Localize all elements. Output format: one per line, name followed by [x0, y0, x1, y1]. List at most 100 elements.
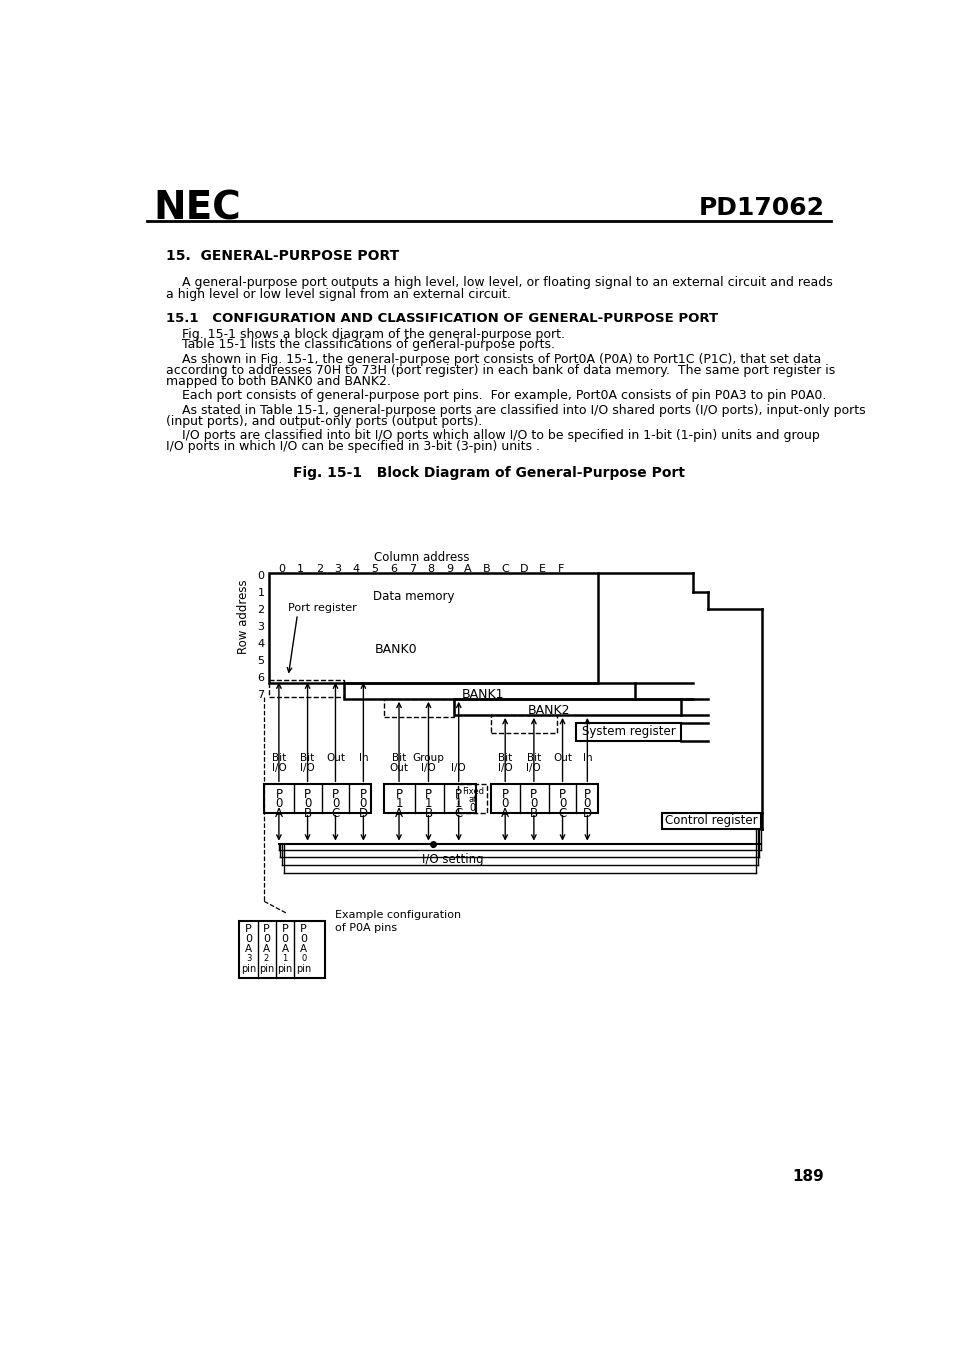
Text: Column address: Column address: [374, 551, 469, 563]
Text: Bit: Bit: [392, 753, 406, 763]
Text: 5: 5: [371, 565, 378, 574]
Text: 0: 0: [359, 797, 367, 811]
Bar: [491, 785, 598, 813]
Text: Data memory: Data memory: [373, 590, 454, 604]
Text: Table 15-1 lists the classifications of general-purpose ports.: Table 15-1 lists the classifications of …: [166, 339, 554, 351]
Text: 0: 0: [332, 797, 339, 811]
Bar: [239, 920, 324, 978]
Text: 0: 0: [257, 571, 264, 581]
Text: A: A: [500, 807, 509, 820]
Text: Row address: Row address: [236, 580, 250, 654]
Text: P: P: [424, 788, 432, 801]
Text: A: A: [464, 565, 472, 574]
Text: E: E: [538, 565, 545, 574]
Text: I/O ports are classified into bit I/O ports which allow I/O to be specified in 1: I/O ports are classified into bit I/O po…: [166, 430, 819, 442]
Text: P: P: [530, 788, 537, 801]
Text: As shown in Fig. 15-1, the general-purpose port consists of Port0A (P0A) to Port: As shown in Fig. 15-1, the general-purpo…: [166, 353, 821, 366]
Text: Each port consists of general-purpose port pins.  For example, Port0A consists o: Each port consists of general-purpose po…: [166, 389, 825, 403]
Text: 9: 9: [445, 565, 453, 574]
Text: I/O: I/O: [451, 763, 466, 773]
Text: of P0A pins: of P0A pins: [335, 923, 396, 934]
Bar: [491, 715, 557, 732]
Text: 6: 6: [257, 673, 264, 684]
Text: 0: 0: [300, 934, 307, 943]
Text: 4: 4: [353, 565, 359, 574]
Text: I/O: I/O: [497, 763, 512, 773]
Text: 0: 0: [301, 954, 306, 963]
Text: A: A: [395, 807, 402, 820]
Bar: [269, 573, 598, 682]
Text: P: P: [501, 788, 508, 801]
Text: Example configuration: Example configuration: [335, 909, 460, 920]
Text: F: F: [558, 565, 563, 574]
Text: BANK0: BANK0: [375, 643, 417, 657]
Bar: [457, 785, 487, 813]
Text: B: B: [424, 807, 432, 820]
Text: 0: 0: [278, 565, 285, 574]
Text: 0: 0: [558, 797, 566, 811]
Text: C: C: [500, 565, 509, 574]
Text: D: D: [519, 565, 528, 574]
Text: P: P: [359, 788, 367, 801]
Text: Out: Out: [553, 753, 572, 763]
Text: mapped to both BANK0 and BANK2.: mapped to both BANK0 and BANK2.: [166, 374, 390, 388]
Text: P: P: [332, 788, 338, 801]
Text: at: at: [468, 794, 476, 804]
Bar: [661, 813, 760, 830]
Text: In: In: [582, 753, 592, 763]
Text: Bit: Bit: [526, 753, 540, 763]
Bar: [384, 698, 454, 716]
Text: B: B: [529, 807, 537, 820]
Text: 1: 1: [424, 797, 432, 811]
Bar: [264, 785, 371, 813]
Text: 0: 0: [583, 797, 591, 811]
Text: 0: 0: [530, 797, 537, 811]
Text: In: In: [358, 753, 368, 763]
Text: I/O: I/O: [420, 763, 436, 773]
Text: pin: pin: [241, 965, 256, 974]
Text: 2: 2: [315, 565, 322, 574]
Text: Out: Out: [326, 753, 345, 763]
Text: D: D: [358, 807, 368, 820]
Text: Bit: Bit: [497, 753, 512, 763]
Text: 5: 5: [257, 657, 264, 666]
Text: 0: 0: [501, 797, 508, 811]
Text: 3: 3: [257, 623, 264, 632]
Text: pin: pin: [277, 965, 293, 974]
Text: A: A: [274, 807, 283, 820]
Text: P: P: [395, 788, 402, 801]
Text: D: D: [582, 807, 591, 820]
Text: C: C: [454, 807, 462, 820]
Text: Bit: Bit: [272, 753, 286, 763]
Text: I/O ports in which I/O can be specified in 3-bit (3-pin) units .: I/O ports in which I/O can be specified …: [166, 440, 539, 453]
Text: 0: 0: [274, 797, 282, 811]
Text: Bit: Bit: [300, 753, 314, 763]
Text: I/O: I/O: [526, 763, 540, 773]
Bar: [384, 785, 476, 813]
Text: a high level or low level signal from an external circuit.: a high level or low level signal from an…: [166, 288, 510, 301]
Text: Out: Out: [389, 763, 408, 773]
Text: A general-purpose port outputs a high level, low level, or floating signal to an: A general-purpose port outputs a high le…: [166, 276, 832, 289]
Text: C: C: [331, 807, 339, 820]
Text: P: P: [304, 788, 311, 801]
Text: 4: 4: [257, 639, 264, 648]
Text: 3: 3: [246, 954, 251, 963]
Text: BANK1: BANK1: [462, 688, 504, 701]
Text: Fig. 15-1   Block Diagram of General-Purpose Port: Fig. 15-1 Block Diagram of General-Purpo…: [293, 466, 684, 480]
Text: 0: 0: [304, 797, 311, 811]
Text: 0: 0: [469, 802, 476, 813]
Text: System register: System register: [581, 725, 675, 739]
Text: (input ports), and output-only ports (output ports).: (input ports), and output-only ports (ou…: [166, 415, 481, 428]
Text: 1: 1: [257, 588, 264, 598]
Bar: [576, 723, 680, 742]
Bar: [269, 680, 344, 697]
Text: 1: 1: [395, 797, 402, 811]
Text: Fixed: Fixed: [461, 788, 483, 796]
Text: P: P: [558, 788, 565, 801]
Bar: [344, 682, 634, 698]
Text: 0: 0: [263, 934, 270, 943]
Bar: [454, 698, 680, 715]
Text: B: B: [303, 807, 312, 820]
Text: A: A: [281, 943, 289, 954]
Text: PD17062: PD17062: [698, 196, 823, 220]
